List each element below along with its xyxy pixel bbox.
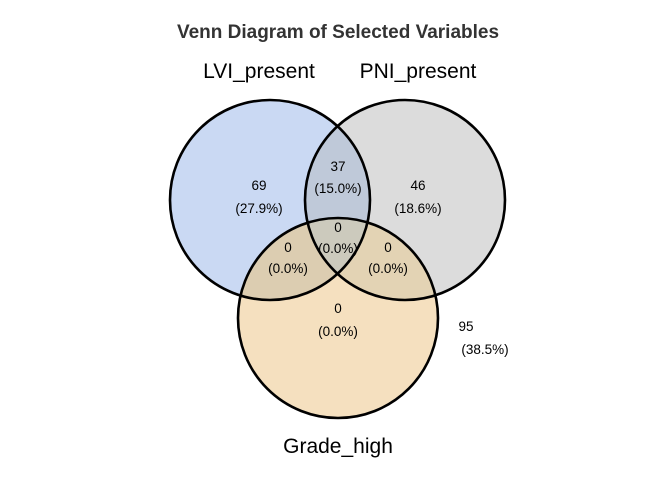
set-label-grade: Grade_high: [283, 435, 393, 458]
region-count-pni-only: 46: [410, 178, 425, 193]
region-count-grade-only: 0: [334, 301, 342, 316]
set-label-lvi: LVI_present: [203, 60, 315, 83]
outline-lvi: [168, 98, 372, 302]
region-percent-lvi-only: (27.9%): [235, 201, 282, 216]
region-percent-grade-only: (0.0%): [318, 324, 358, 339]
overlap-pni-grade: [305, 218, 438, 300]
region-count-none: 95: [458, 319, 473, 334]
region-percent-none: (38.5%): [461, 342, 508, 357]
diagram-title: Venn Diagram of Selected Variables: [177, 22, 499, 43]
region-percent-lvi-grade: (0.0%): [268, 261, 308, 276]
region-percent-lvi-pni: (15.0%): [314, 181, 361, 196]
region-count-all-three: 0: [334, 220, 342, 235]
region-count-lvi-grade: 0: [284, 240, 292, 255]
set-label-pni: PNI_present: [360, 60, 477, 83]
region-percent-all-three: (0.0%): [318, 241, 358, 256]
region-percent-pni-grade: (0.0%): [368, 261, 408, 276]
region-count-lvi-pni: 37: [330, 159, 345, 174]
region-count-pni-grade: 0: [384, 240, 392, 255]
overlap-lvi-grade: [238, 218, 370, 300]
outline-grade: [236, 216, 440, 420]
region-percent-pni-only: (18.6%): [394, 201, 441, 216]
outline-pni: [303, 98, 507, 302]
region-count-lvi-only: 69: [251, 178, 266, 193]
